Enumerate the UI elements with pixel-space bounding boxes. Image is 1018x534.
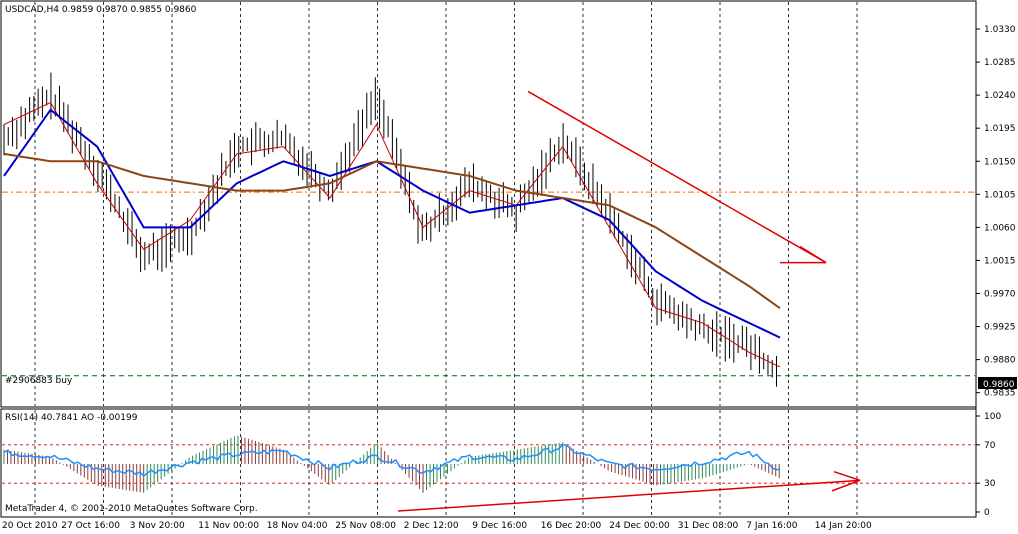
- current-price-label: 0.9860: [983, 380, 1015, 390]
- rsi-tick-label: 100: [984, 412, 1001, 422]
- y-tick-label: 1.0330: [984, 25, 1016, 35]
- order-label: #2906883 buy: [5, 376, 73, 386]
- rsi-trend-arrow-line: [397, 479, 861, 512]
- main-panel-frame: [0, 0, 977, 408]
- y-tick-label: 1.0150: [984, 157, 1016, 167]
- x-tick-label: 31 Dec 08:00: [678, 521, 739, 531]
- chart-header: USDCAD,H4 0.9859 0.9870 0.9855 0.9860: [5, 5, 197, 15]
- y-tick-label: 1.0240: [984, 91, 1016, 101]
- current-price-box: [978, 377, 1017, 389]
- fast-ma-line: [3, 101, 781, 368]
- x-tick-label: 3 Nov 20:00: [130, 521, 185, 531]
- downtrend-arrow-line: [527, 90, 827, 264]
- x-tick-label: 14 Jan 20:00: [815, 521, 872, 531]
- y-tick-label: 1.0015: [984, 256, 1016, 266]
- slow-ma-line: [3, 152, 781, 310]
- rsi-axis-ticks: 100 70 30 0: [976, 412, 1001, 518]
- time-axis-ticks: 20 Oct 2010 27 Oct 16:00 3 Nov 20:00 11 Nov…: [2, 521, 872, 531]
- copyright-footer: MetaTrader 4, © 2001-2010 MetaQuotes Sof…: [5, 504, 258, 514]
- indicator-panel-frame: [0, 408, 977, 518]
- downtrend-arrow-head: [799, 245, 827, 264]
- x-tick-label: 24 Dec 00:00: [609, 521, 670, 531]
- rsi-tick-label: 0: [984, 508, 990, 518]
- y-tick-label: 1.0285: [984, 58, 1016, 68]
- vertical-grid: [34, 2, 858, 516]
- x-tick-label: 7 Jan 16:00: [746, 521, 798, 531]
- x-tick-label: 18 Nov 04:00: [267, 521, 328, 531]
- rsi-tick-label: 70: [984, 441, 996, 451]
- y-tick-label: 1.0060: [984, 223, 1016, 233]
- y-tick-label: 0.9835: [984, 389, 1016, 399]
- rsi-line: [3, 444, 781, 477]
- rsi-trend-arrow-head: [833, 470, 861, 482]
- x-tick-label: 20 Oct 2010: [2, 521, 58, 531]
- mid-ma-line: [3, 108, 781, 339]
- x-tick-label: 25 Nov 08:00: [335, 521, 396, 531]
- x-tick-label: 27 Oct 16:00: [61, 521, 120, 531]
- x-tick-label: 11 Nov 00:00: [198, 521, 259, 531]
- rsi-tick-label: 30: [984, 479, 996, 489]
- price-axis-ticks: 1.0330 1.0285 1.0240 1.0195 1.0150 1.0105 1.00…: [976, 25, 1016, 399]
- trend-arrows: [397, 90, 861, 512]
- x-tick-label: 2 Dec 12:00: [404, 521, 459, 531]
- rsi-trend-arrow-head: [831, 479, 861, 492]
- y-tick-label: 1.0195: [984, 124, 1016, 134]
- y-tick-label: 1.0105: [984, 190, 1016, 200]
- x-tick-label: 16 Dec 20:00: [541, 521, 602, 531]
- y-tick-label: 0.9970: [984, 289, 1016, 299]
- y-tick-label: 0.9880: [984, 356, 1016, 366]
- x-tick-label: 9 Dec 16:00: [472, 521, 527, 531]
- price-series: [3, 72, 781, 477]
- indicator-header: RSI(14) 40.7841 AO -0.00199: [5, 413, 138, 423]
- y-tick-label: 0.9925: [984, 323, 1016, 333]
